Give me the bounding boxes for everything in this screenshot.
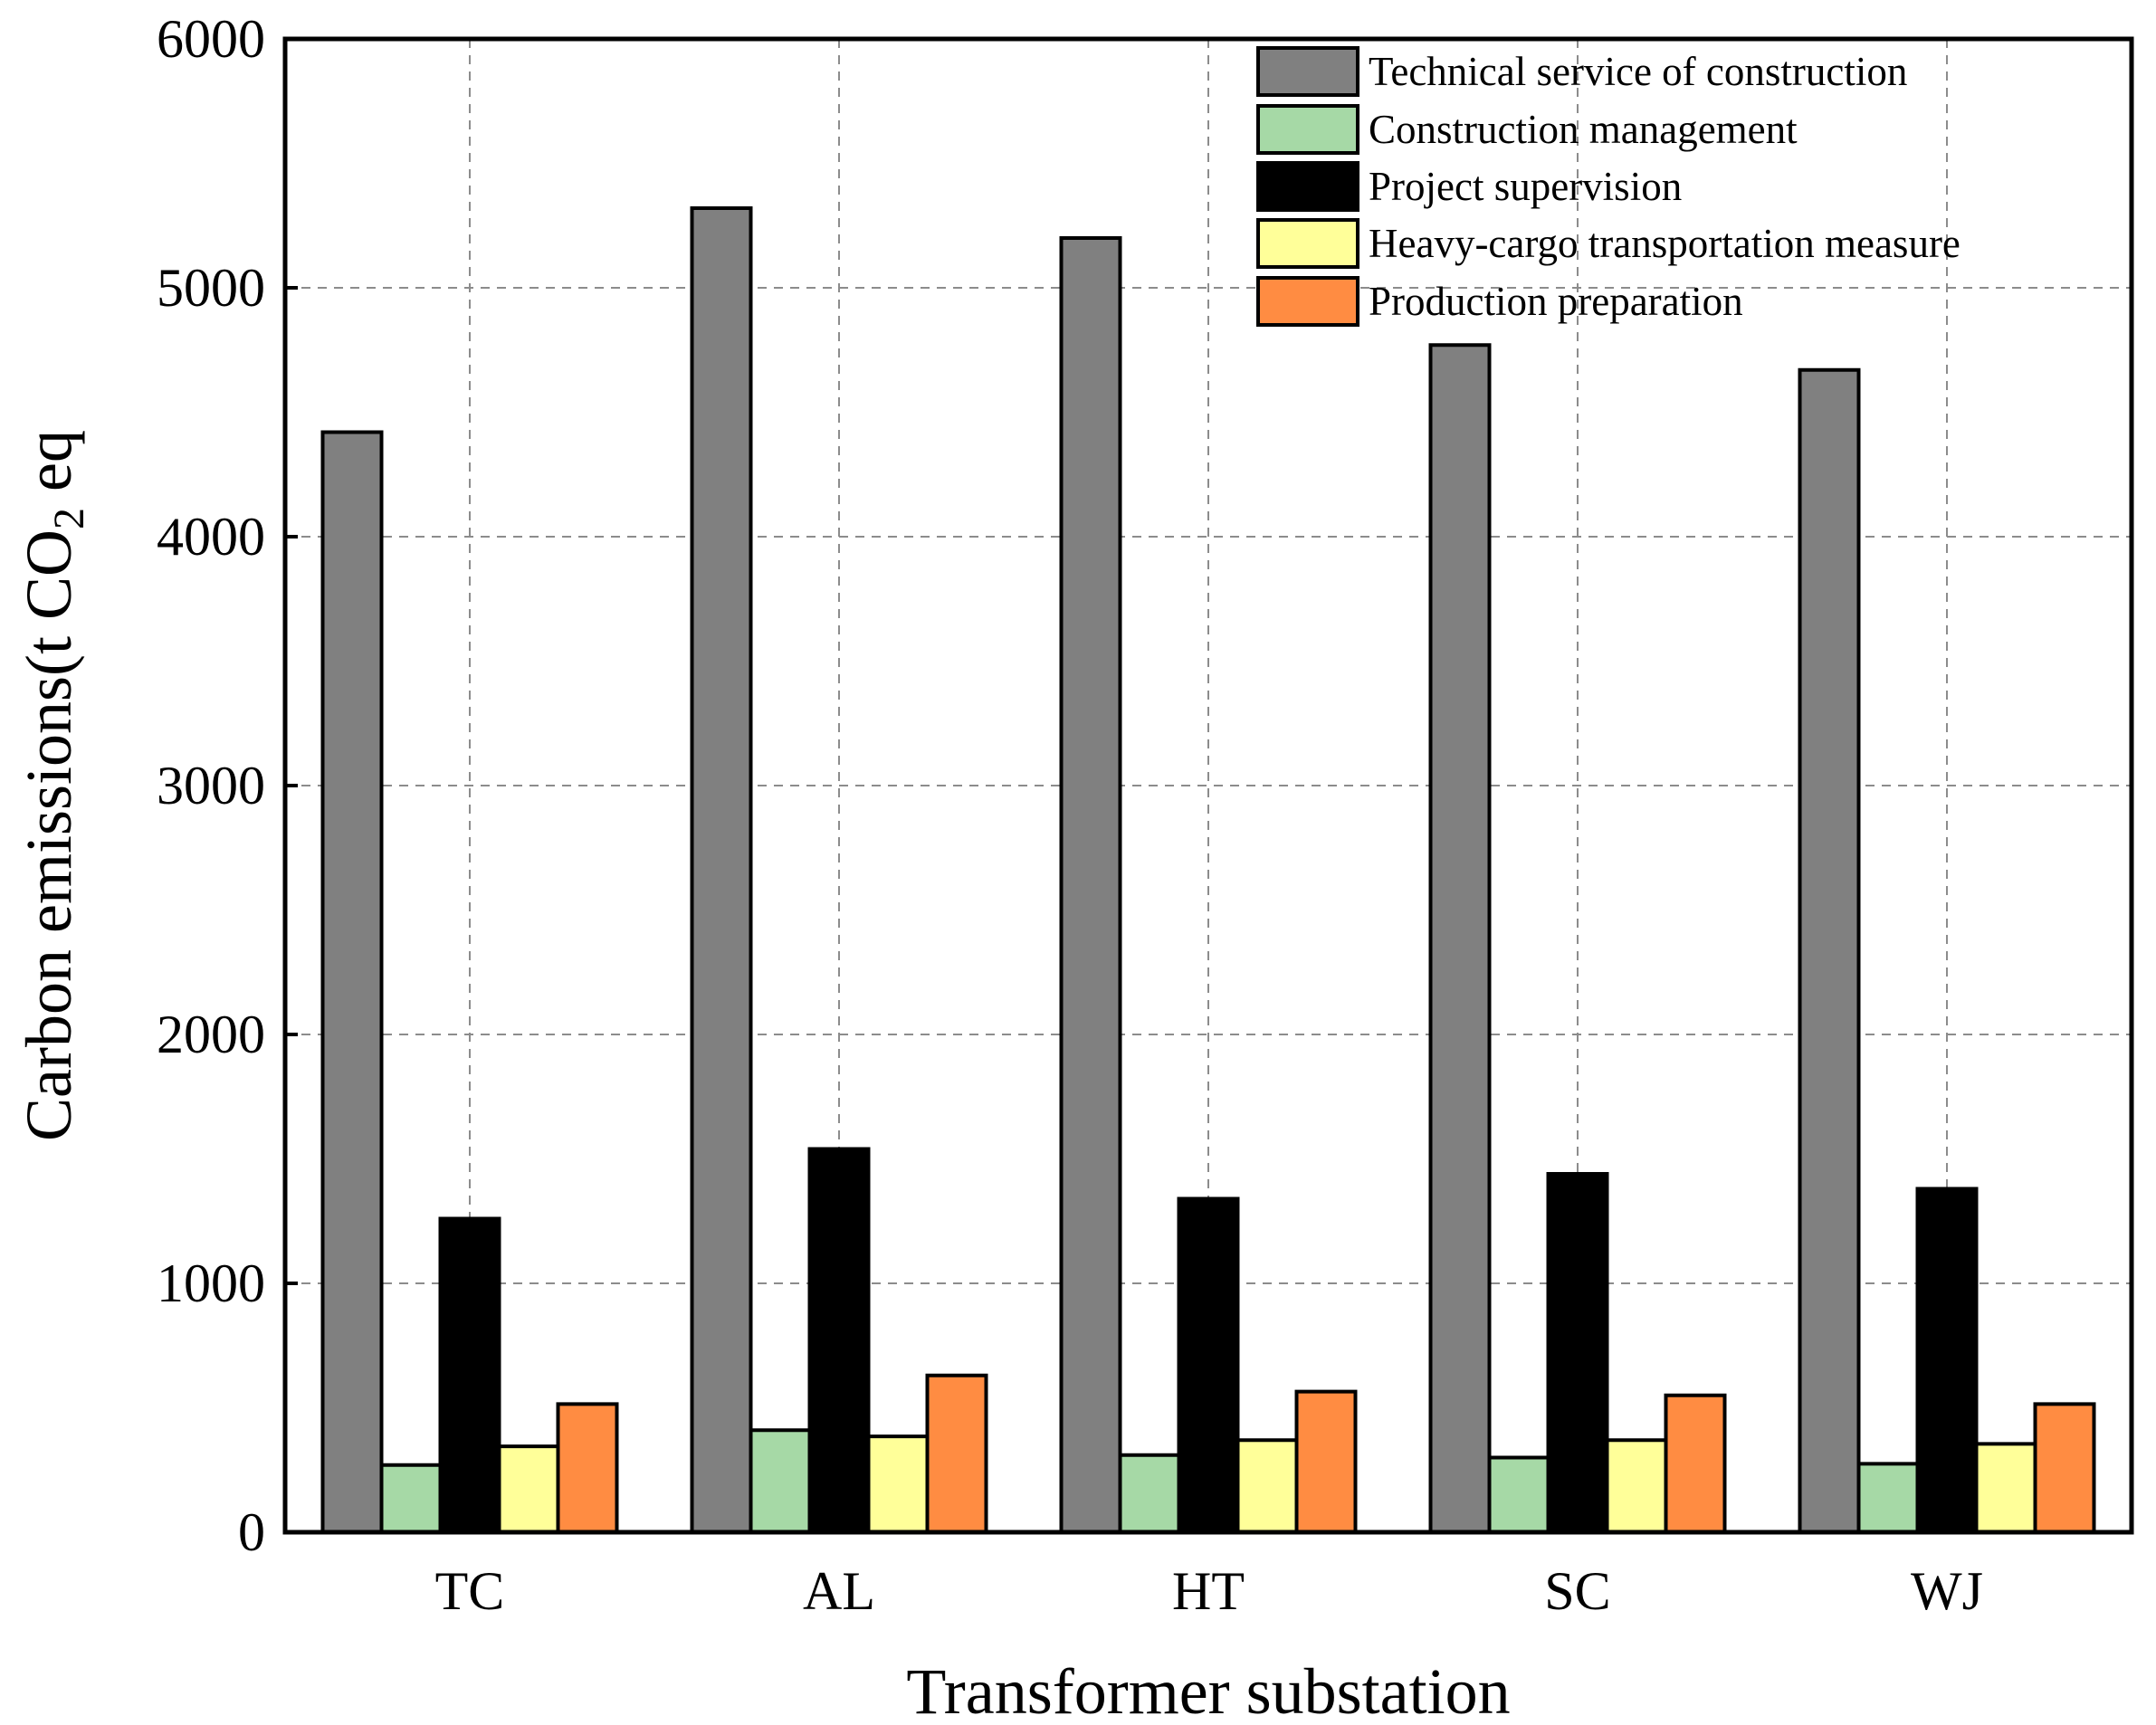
bar-sc-series-2	[1546, 1172, 1609, 1534]
y-tick-label: 1000	[157, 1253, 265, 1313]
bar-ht-series-3	[1235, 1438, 1299, 1534]
y-axis-title: Carbon emissions(t CO2 eq	[13, 430, 93, 1141]
bar-wj-series-1	[1856, 1462, 1920, 1534]
legend-swatch	[1256, 161, 1359, 212]
bar-sc-series-0	[1428, 343, 1492, 1534]
y-axis-ticks: 0 1000 2000 3000 4000 5000 6000	[157, 9, 298, 1562]
bar-al-series-4	[925, 1373, 988, 1534]
x-tick-label: AL	[803, 1561, 875, 1621]
bar-al-series-3	[866, 1434, 930, 1534]
bar-tc-series-0	[320, 430, 384, 1534]
bar-sc-series-3	[1605, 1438, 1668, 1534]
x-tick-label: WJ	[1911, 1561, 1983, 1621]
bar-sc-series-1	[1487, 1455, 1550, 1534]
legend-label: Construction management	[1369, 107, 1798, 152]
bar-tc-series-1	[379, 1463, 443, 1534]
legend: Technical service of construction Constr…	[1256, 46, 1960, 327]
x-axis-title: Transformer substation	[906, 1655, 1510, 1725]
legend-swatch	[1256, 104, 1359, 155]
bar-tc-series-3	[497, 1444, 560, 1534]
x-tick-label: HT	[1172, 1561, 1245, 1621]
bar-tc-series-2	[438, 1216, 501, 1534]
bar-wj-series-2	[1915, 1187, 1979, 1534]
x-axis-ticks: TC AL HT SC WJ	[435, 1520, 1983, 1621]
y-tick-label: 5000	[157, 258, 265, 318]
bar-ht-series-1	[1118, 1453, 1181, 1534]
y-axis-title-prefix: Carbon emissions(t CO	[13, 529, 85, 1141]
bar-ht-series-4	[1294, 1389, 1358, 1534]
bar-sc-series-4	[1664, 1393, 1727, 1534]
y-tick-label: 0	[238, 1502, 265, 1562]
y-axis-title-subscript: 2	[45, 508, 93, 529]
bar-wj-series-3	[1974, 1442, 2037, 1534]
legend-swatch	[1256, 218, 1359, 269]
y-tick-label: 4000	[157, 507, 265, 567]
legend-label: Production preparation	[1369, 279, 1743, 324]
bar-wj-series-4	[2033, 1402, 2096, 1534]
legend-swatch	[1256, 46, 1359, 97]
bar-ht-series-0	[1059, 236, 1122, 1534]
y-tick-label: 2000	[157, 1005, 265, 1064]
bar-tc-series-4	[556, 1402, 619, 1534]
bar-marks	[320, 206, 2096, 1534]
x-tick-label: TC	[435, 1561, 505, 1621]
y-axis-title-suffix: eq	[13, 430, 85, 508]
bar-ht-series-2	[1177, 1196, 1240, 1534]
legend-swatch	[1256, 276, 1359, 327]
bar-wj-series-0	[1798, 367, 1861, 1534]
bar-al-series-1	[749, 1428, 812, 1534]
bar-al-series-2	[807, 1147, 871, 1534]
x-tick-label: SC	[1544, 1561, 1610, 1621]
legend-label: Technical service of construction	[1369, 49, 1907, 94]
legend-label: Heavy-cargo transportation measure	[1369, 221, 1960, 266]
legend-label: Project supervision	[1369, 164, 1682, 209]
bar-al-series-0	[690, 206, 753, 1534]
y-tick-label: 3000	[157, 756, 265, 815]
y-tick-label: 6000	[157, 9, 265, 69]
